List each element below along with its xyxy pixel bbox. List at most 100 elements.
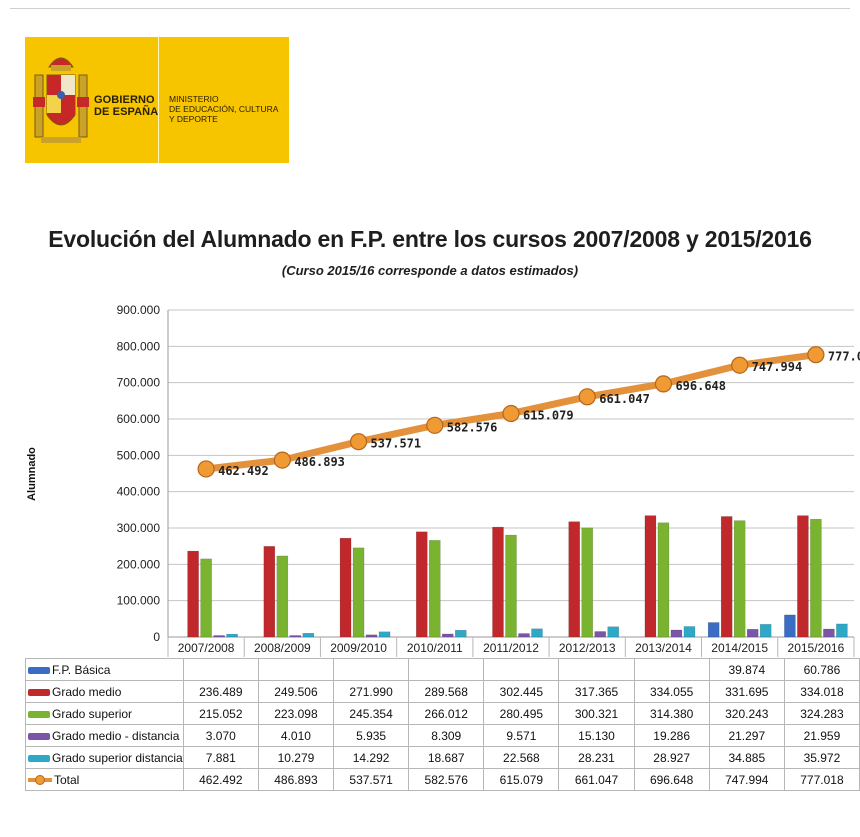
- table-cell: 28.231: [558, 746, 635, 769]
- y-tick-label: 900.000: [117, 303, 161, 317]
- table-cell: 266.012: [408, 702, 485, 725]
- table-cell: 9.571: [483, 724, 560, 747]
- series-legend-cell: F.P. Básica: [25, 658, 184, 681]
- table-cell: 5.935: [333, 724, 410, 747]
- table-cell: 21.959: [783, 724, 860, 747]
- legend-key-icon: [28, 666, 50, 674]
- legend-key-icon: [28, 688, 50, 696]
- table-row: Total 462.492 486.893 537.571 582.576 615.079…: [25, 768, 860, 791]
- total-point-label: 582.576: [447, 420, 498, 434]
- x-tick-label: 2011/2012: [483, 641, 539, 655]
- y-tick-label: 600.000: [117, 412, 161, 426]
- bar: [720, 516, 733, 638]
- table-cell: 35.972: [783, 746, 860, 769]
- chart-title: Evolución del Alumnado en F.P. entre los…: [48, 226, 812, 252]
- bar: [505, 534, 517, 638]
- bar: [746, 629, 759, 638]
- total-point: [578, 388, 596, 406]
- x-tick-label: 2014/2015: [711, 641, 768, 655]
- series-legend-cell: Grado medio - distancia: [25, 724, 184, 747]
- table-cell: 582.576: [408, 768, 485, 791]
- ministry-name-line-1: MINISTERIO: [169, 94, 219, 104]
- total-point-label: 777.01: [828, 350, 860, 364]
- x-tick-label: 2010/2011: [407, 641, 463, 655]
- table-cell: 280.495: [483, 702, 560, 725]
- table-cell: 4.010: [257, 724, 335, 747]
- table-cell: 3.070: [182, 724, 259, 747]
- series-legend-cell: Grado superior: [25, 702, 184, 725]
- table-cell: 10.279: [257, 746, 335, 769]
- bar: [836, 623, 848, 638]
- table-row: Grado superior distancia 7.881 10.279 14.29…: [25, 746, 860, 769]
- table-cell: 34.885: [708, 746, 785, 769]
- table-row: Grado medio 236.489 249.506 271.990 289.568 3…: [25, 680, 860, 703]
- y-tick-label: 500.000: [117, 448, 161, 462]
- bar: [455, 629, 467, 638]
- bar: [226, 633, 238, 638]
- total-point: [654, 375, 673, 393]
- legend-key-icon: [28, 775, 52, 786]
- x-tick-label: 2009/2010: [330, 641, 387, 655]
- table-cell: 324.283: [783, 702, 860, 725]
- bar: [607, 626, 619, 638]
- bar: [707, 622, 720, 638]
- table-row: Grado superior 215.052 223.098 245.354 266.0…: [25, 702, 860, 725]
- table-cell: 615.079: [483, 768, 560, 791]
- table-cell: 18.687: [408, 746, 485, 769]
- series-name: F.P. Básica: [52, 662, 111, 677]
- total-point-label: 462.492: [218, 464, 269, 478]
- ministry-name: MINISTERIO DE EDUCACIÓN, CULTURA Y DEPOR…: [169, 94, 278, 124]
- table-cell: 21.297: [708, 724, 785, 747]
- bar: [657, 522, 670, 638]
- table-cell: 314.380: [633, 702, 710, 725]
- total-point-label: 696.648: [675, 379, 726, 393]
- table-cell: 236.489: [182, 680, 259, 703]
- table-cell: 22.568: [483, 746, 560, 769]
- bar: [670, 629, 683, 638]
- table-cell: 7.881: [182, 746, 259, 769]
- table-cell: 289.568: [408, 680, 485, 703]
- bar: [187, 550, 199, 638]
- table-cell: 8.309: [408, 724, 485, 747]
- government-logo: GOBIERNO DE ESPAÑA MINISTERIO DE EDUCACI…: [25, 37, 289, 163]
- table-cell: 696.648: [633, 768, 710, 791]
- bar: [823, 628, 835, 638]
- table-cell: [333, 658, 410, 681]
- bar: [759, 624, 772, 638]
- bar: [429, 540, 441, 638]
- series-name: Grado medio: [52, 684, 122, 699]
- bar: [581, 527, 593, 638]
- x-tick-label: 2012/2013: [559, 641, 616, 655]
- bar: [302, 633, 315, 638]
- total-point: [426, 416, 444, 434]
- bar: [492, 526, 504, 638]
- bar: [289, 635, 302, 638]
- legend-key-icon: [28, 710, 50, 718]
- table-cell: 19.286: [633, 724, 710, 747]
- bar: [276, 555, 289, 638]
- table-cell: 462.492: [182, 768, 259, 791]
- table-cell: 14.292: [333, 746, 410, 769]
- total-point: [197, 460, 215, 478]
- x-tick-label: 2008/2009: [254, 641, 311, 655]
- chart-subtitle: (Curso 2015/16 corresponde a datos estim…: [281, 263, 579, 278]
- ministry-name-line-3: Y DEPORTE: [169, 114, 218, 124]
- government-name-line-2: DE ESPAÑA: [94, 106, 159, 118]
- table-cell: 245.354: [333, 702, 410, 725]
- table-cell: 334.055: [633, 680, 710, 703]
- bar: [378, 631, 391, 638]
- table-cell: [257, 658, 335, 681]
- x-tick-label: 2013/2014: [635, 641, 692, 655]
- legend-key-icon: [28, 754, 50, 762]
- chart-plot: 0 100.000 200.000 300.000 400.000 500.000 600.…: [117, 303, 860, 657]
- total-point: [807, 346, 825, 364]
- y-tick-label: 300.000: [117, 521, 161, 535]
- bar: [518, 633, 530, 638]
- total-point: [273, 451, 291, 469]
- bar: [644, 515, 657, 638]
- bar: [531, 628, 543, 638]
- table-cell: 777.018: [783, 768, 860, 791]
- y-tick-label: 700.000: [117, 376, 161, 390]
- table-row: Grado medio - distancia 3.070 4.010 5.935 8.…: [25, 724, 860, 747]
- table-cell: 334.018: [783, 680, 860, 703]
